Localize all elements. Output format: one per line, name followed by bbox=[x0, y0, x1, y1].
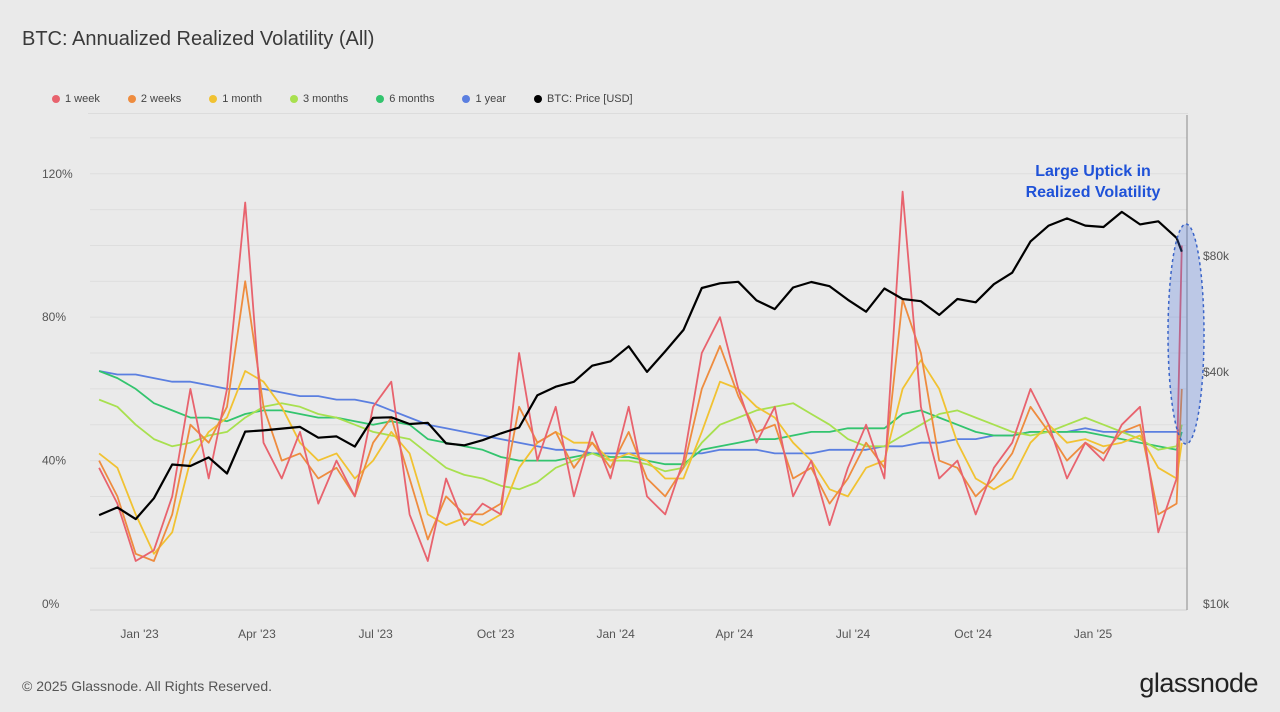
gridlines bbox=[90, 137, 1187, 569]
series-lines bbox=[98, 190, 1183, 562]
legend-dot-icon bbox=[289, 95, 298, 103]
x-tick-label: Apr '24 bbox=[716, 627, 754, 641]
x-tick-label: Jul '24 bbox=[836, 627, 871, 641]
series-line-btc-price-usd bbox=[98, 210, 1183, 521]
y-left-tick-label: 0% bbox=[42, 597, 60, 611]
x-tick-label: Jan '23 bbox=[120, 627, 159, 641]
y-right-tick-label: $10k bbox=[1203, 597, 1230, 611]
y-left-tick-label: 40% bbox=[42, 454, 66, 468]
legend-item-3-months[interactable]: 3 months bbox=[289, 93, 349, 105]
legend-item-1-month[interactable]: 1 month bbox=[209, 93, 262, 105]
annotation-line-2: Realized Volatility bbox=[1025, 184, 1161, 201]
series-line-3-months bbox=[98, 398, 1183, 491]
legend-item-6-months[interactable]: 6 months bbox=[376, 93, 434, 105]
y-right-tick-label: $40k bbox=[1203, 365, 1230, 379]
x-tick-label: Apr '23 bbox=[238, 627, 276, 641]
series-line-1-month bbox=[98, 359, 1183, 555]
legend-label: 6 months bbox=[389, 93, 435, 105]
legend-item-1-week[interactable]: 1 week bbox=[52, 93, 100, 105]
series-line-2-weeks bbox=[98, 280, 1183, 562]
legend: 1 week 2 weeks 1 month 3 months 6 months… bbox=[52, 93, 661, 105]
annotation: Large Uptick in Realized Volatility bbox=[993, 161, 1193, 203]
legend-item-2-weeks[interactable]: 2 weeks bbox=[127, 93, 182, 105]
y-left-tick-label: 120% bbox=[42, 167, 73, 181]
annotation-line-1: Large Uptick in bbox=[1035, 163, 1151, 180]
legend-label: 1 month bbox=[222, 93, 262, 105]
legend-item-1-year[interactable]: 1 year bbox=[462, 93, 506, 105]
axes: 0% 40% 80% 120% $10k $40k $80k Jan '23 Apr '23 Ju… bbox=[42, 115, 1230, 641]
legend-dot-icon bbox=[209, 95, 218, 103]
x-tick-label: Oct '24 bbox=[954, 627, 992, 641]
x-tick-label: Jul '23 bbox=[359, 627, 394, 641]
y-right-tick-label: $80k bbox=[1203, 249, 1230, 263]
x-tick-label: Oct '23 bbox=[477, 627, 515, 641]
glassnode-logo: glassnode bbox=[1139, 668, 1258, 698]
series-line-1-week bbox=[98, 190, 1183, 562]
legend-label: BTC: Price [USD] bbox=[547, 93, 633, 105]
copyright: © 2025 Glassnode. All Rights Reserved. bbox=[22, 678, 273, 694]
annotation-ellipse bbox=[1167, 223, 1205, 445]
legend-label: 2 weeks bbox=[140, 93, 182, 105]
legend-label: 1 week bbox=[65, 93, 100, 105]
y-left-tick-label: 80% bbox=[42, 310, 66, 324]
legend-dot-icon bbox=[127, 95, 136, 103]
legend-label: 3 months bbox=[302, 93, 349, 105]
x-tick-label: Jan '25 bbox=[1074, 627, 1113, 641]
legend-dot-icon bbox=[52, 95, 60, 103]
legend-divider bbox=[88, 113, 1188, 114]
chart-title: BTC: Annualized Realized Volatility (All… bbox=[22, 28, 375, 50]
legend-dot-icon bbox=[376, 95, 385, 103]
legend-dot-icon bbox=[462, 95, 471, 103]
legend-label: 1 year bbox=[475, 93, 507, 105]
legend-item-btc-price[interactable]: BTC: Price [USD] bbox=[534, 93, 633, 105]
x-tick-label: Jan '24 bbox=[597, 627, 636, 641]
legend-dot-icon bbox=[534, 95, 543, 103]
